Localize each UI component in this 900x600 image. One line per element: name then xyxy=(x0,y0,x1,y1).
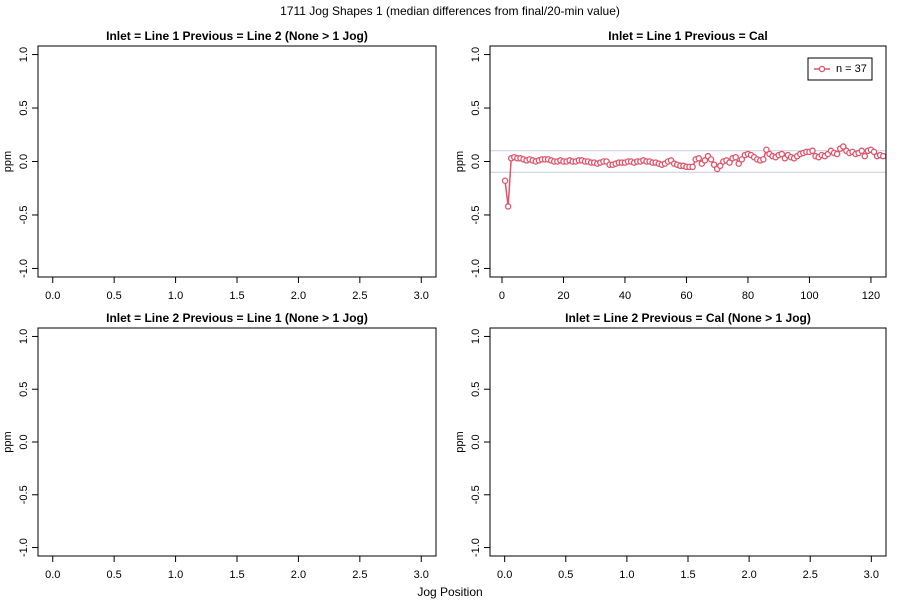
point xyxy=(701,157,709,164)
x-tick-label: 2.0 xyxy=(291,290,306,302)
x-tick-label: 100 xyxy=(800,290,818,302)
x-tick-label: 0.0 xyxy=(45,290,60,302)
y-tick-label: -0.5 xyxy=(18,485,30,504)
plot-area xyxy=(490,143,886,210)
point xyxy=(726,159,733,166)
x-tick-label: 0.5 xyxy=(107,569,122,581)
y-tick-label: 0.0 xyxy=(470,154,482,169)
y-tick-label: -1.0 xyxy=(18,259,30,278)
x-tick-label: 2.0 xyxy=(291,569,306,581)
y-tick-label: 1.0 xyxy=(18,329,30,344)
panel-title: Inlet = Line 2 Previous = Cal (None > 1 … xyxy=(565,311,811,325)
point xyxy=(501,177,509,184)
x-tick-label: 0.0 xyxy=(45,569,60,581)
x-axis-label: Jog Position xyxy=(417,585,482,599)
point xyxy=(760,156,767,163)
x-tick-label: 2.0 xyxy=(741,569,756,581)
x-tick-label: 1.0 xyxy=(168,290,183,302)
x-tick-label: 3.0 xyxy=(414,569,429,581)
point xyxy=(861,152,869,160)
point xyxy=(858,147,865,155)
y-tick-label: 0.5 xyxy=(470,100,482,115)
x-tick-label: 80 xyxy=(742,290,754,302)
y-tick-label: 1.0 xyxy=(470,329,482,344)
y-axis-label: ppm xyxy=(454,431,466,452)
x-tick-label: 60 xyxy=(680,290,692,302)
y-tick-label: -1.0 xyxy=(470,259,482,278)
point xyxy=(695,155,703,162)
point xyxy=(833,150,841,158)
y-tick-label: 1.0 xyxy=(470,47,482,62)
y-tick-label: 0.0 xyxy=(18,154,30,169)
point xyxy=(763,146,770,153)
x-tick-label: 0.5 xyxy=(558,569,573,581)
legend-box xyxy=(807,57,873,81)
x-tick-label: 1.5 xyxy=(229,290,244,302)
point xyxy=(778,150,786,158)
x-tick-label: 1.5 xyxy=(680,569,695,581)
x-tick-label: 20 xyxy=(557,290,569,302)
point xyxy=(879,152,886,160)
y-tick-label: -0.5 xyxy=(470,205,482,224)
y-tick-label: -0.5 xyxy=(470,485,482,504)
y-tick-label: 0.5 xyxy=(18,382,30,397)
x-tick-label: 3.0 xyxy=(414,290,429,302)
plot-frame xyxy=(37,327,437,557)
point xyxy=(717,162,724,170)
y-tick-label: 0.0 xyxy=(470,434,482,449)
panel-title: Inlet = Line 2 Previous = Line 1 (None >… xyxy=(106,311,368,325)
x-tick-label: 2.5 xyxy=(352,569,367,581)
y-tick-label: -1.0 xyxy=(470,538,482,557)
y-tick-label: 1.0 xyxy=(18,47,30,62)
point xyxy=(707,156,715,163)
point xyxy=(689,163,696,171)
point xyxy=(840,143,847,150)
x-tick-label: 0 xyxy=(499,290,505,302)
plot-frame xyxy=(489,327,887,557)
legend-marker xyxy=(818,65,826,73)
y-axis-label: ppm xyxy=(454,151,466,172)
panel-title: Inlet = Line 1 Previous = Line 2 (None >… xyxy=(106,29,368,43)
x-tick-label: 0.5 xyxy=(107,290,122,302)
x-tick-label: 0.0 xyxy=(497,569,512,581)
x-tick-label: 3.0 xyxy=(864,569,879,581)
plot-frame xyxy=(489,45,887,278)
y-tick-label: 0.0 xyxy=(18,434,30,449)
point xyxy=(732,153,739,161)
point xyxy=(735,160,742,167)
x-tick-label: 1.0 xyxy=(168,569,183,581)
x-tick-label: 2.5 xyxy=(352,290,367,302)
y-tick-label: 0.5 xyxy=(470,382,482,397)
y-tick-label: 0.5 xyxy=(18,100,30,115)
point xyxy=(809,147,816,155)
y-tick-label: -1.0 xyxy=(18,538,30,557)
page-title: 1711 Jog Shapes 1 (median differences fr… xyxy=(280,4,620,18)
y-tick-label: -0.5 xyxy=(18,205,30,224)
point xyxy=(710,161,718,168)
panel-title: Inlet = Line 1 Previous = Cal xyxy=(608,29,767,43)
legend-label: n = 37 xyxy=(836,63,867,75)
point xyxy=(504,203,512,210)
x-tick-label: 1.0 xyxy=(619,569,634,581)
x-tick-label: 1.5 xyxy=(229,569,244,581)
x-tick-label: 120 xyxy=(862,290,880,302)
point xyxy=(738,156,746,163)
x-tick-label: 40 xyxy=(619,290,631,302)
point xyxy=(870,148,878,156)
y-axis-label: ppm xyxy=(2,431,14,452)
plot-frame xyxy=(37,45,437,278)
y-axis-label: ppm xyxy=(2,151,14,172)
x-tick-label: 2.5 xyxy=(803,569,818,581)
